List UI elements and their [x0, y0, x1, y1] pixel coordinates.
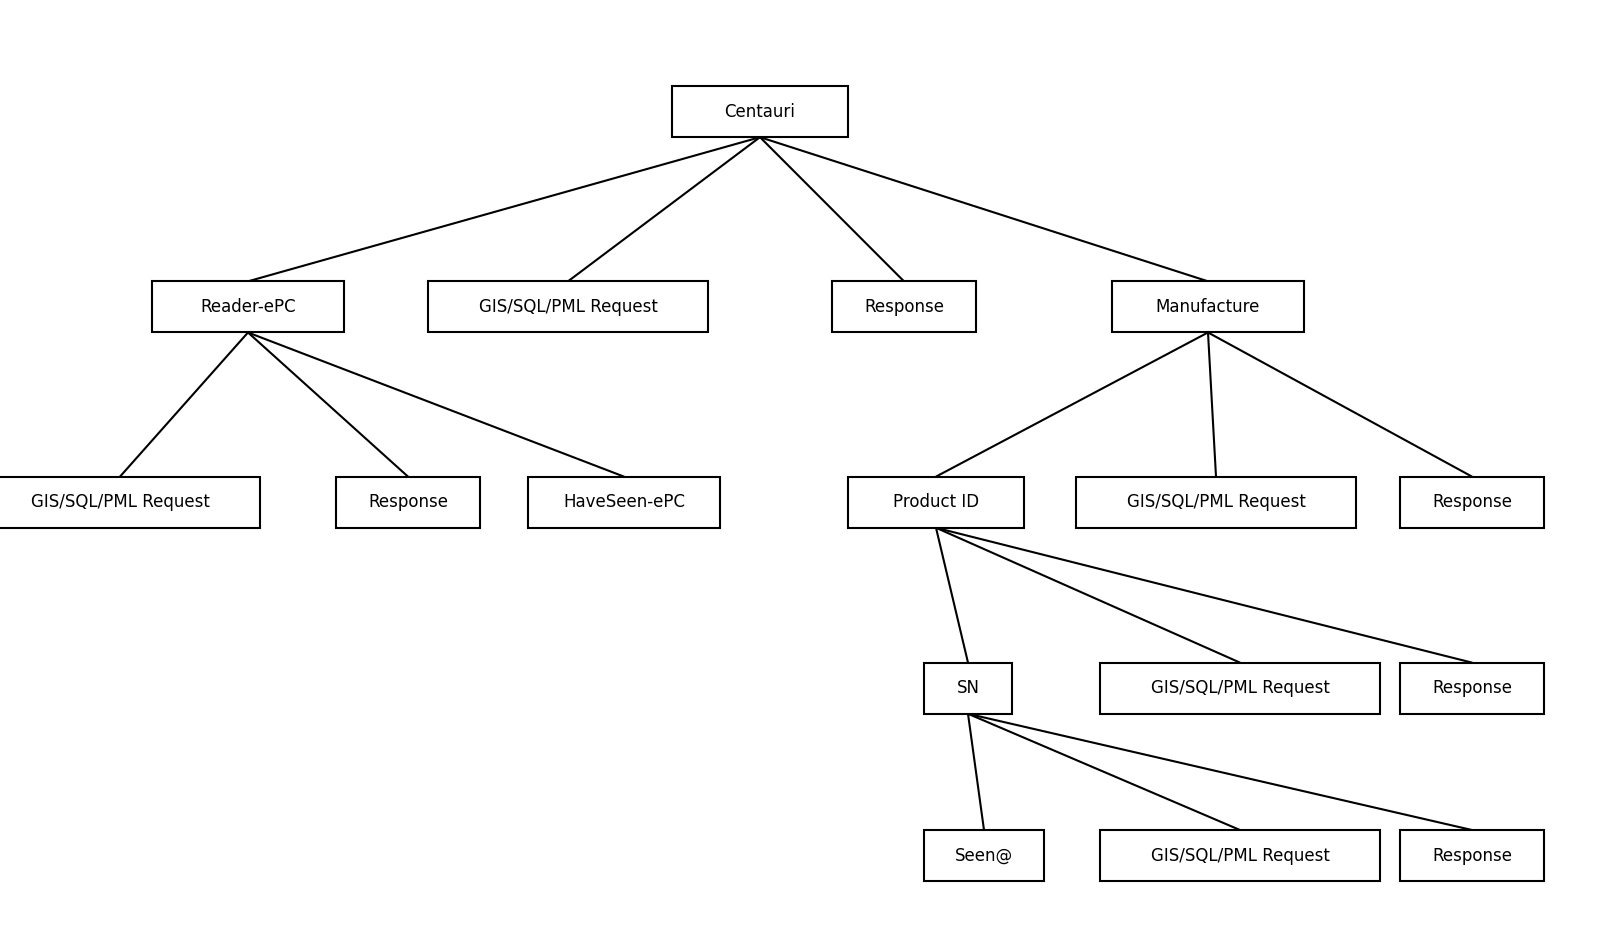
Text: Centauri: Centauri — [725, 102, 795, 121]
Text: Response: Response — [1432, 493, 1512, 512]
FancyBboxPatch shape — [0, 476, 259, 528]
FancyBboxPatch shape — [427, 281, 707, 333]
Text: Response: Response — [864, 298, 944, 316]
Text: Reader-ePC: Reader-ePC — [200, 298, 296, 316]
FancyBboxPatch shape — [672, 86, 848, 137]
Text: Product ID: Product ID — [893, 493, 979, 512]
Text: Seen@: Seen@ — [955, 846, 1013, 865]
Text: Response: Response — [368, 493, 448, 512]
Text: GIS/SQL/PML Request: GIS/SQL/PML Request — [1150, 846, 1330, 865]
Text: GIS/SQL/PML Request: GIS/SQL/PML Request — [1150, 679, 1330, 698]
FancyBboxPatch shape — [1101, 830, 1379, 882]
FancyBboxPatch shape — [1400, 830, 1544, 882]
FancyBboxPatch shape — [1112, 281, 1304, 333]
FancyBboxPatch shape — [152, 281, 344, 333]
Text: Manufacture: Manufacture — [1155, 298, 1261, 316]
Text: GIS/SQL/PML Request: GIS/SQL/PML Request — [30, 493, 210, 512]
Text: Response: Response — [1432, 846, 1512, 865]
FancyBboxPatch shape — [336, 476, 480, 528]
FancyBboxPatch shape — [848, 476, 1024, 528]
FancyBboxPatch shape — [528, 476, 720, 528]
Text: GIS/SQL/PML Request: GIS/SQL/PML Request — [478, 298, 658, 316]
Text: GIS/SQL/PML Request: GIS/SQL/PML Request — [1126, 493, 1306, 512]
FancyBboxPatch shape — [1075, 476, 1355, 528]
FancyBboxPatch shape — [925, 830, 1043, 882]
FancyBboxPatch shape — [1101, 662, 1379, 714]
FancyBboxPatch shape — [1400, 476, 1544, 528]
Text: SN: SN — [957, 679, 979, 698]
Text: Response: Response — [1432, 679, 1512, 698]
FancyBboxPatch shape — [832, 281, 976, 333]
FancyBboxPatch shape — [925, 662, 1013, 714]
Text: HaveSeen-ePC: HaveSeen-ePC — [563, 493, 685, 512]
FancyBboxPatch shape — [1400, 662, 1544, 714]
